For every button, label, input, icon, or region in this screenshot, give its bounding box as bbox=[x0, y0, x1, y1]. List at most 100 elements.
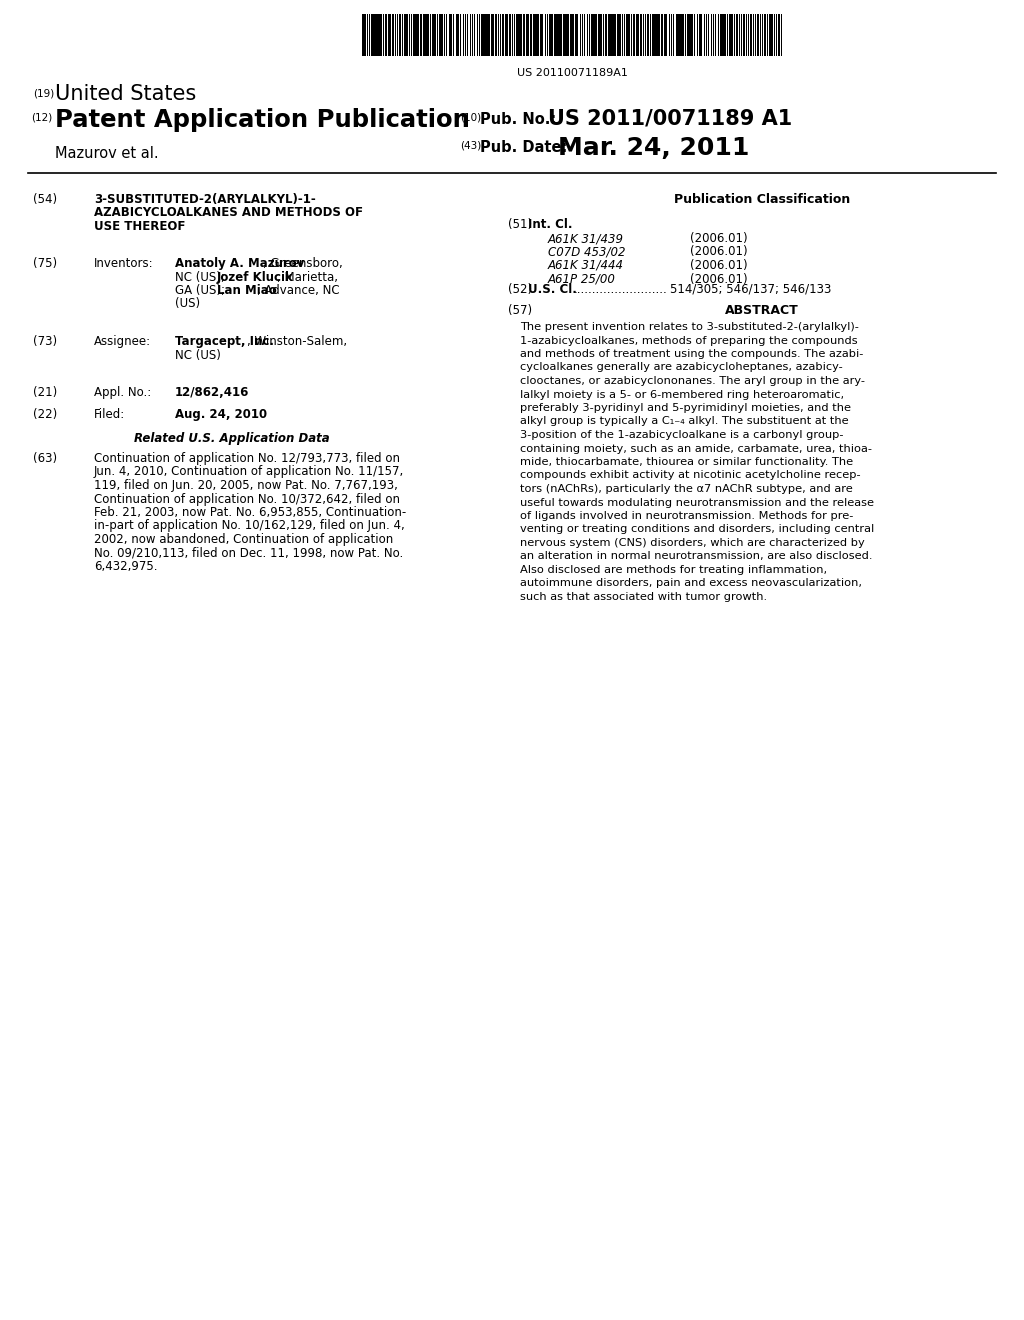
Bar bbox=[578, 15, 579, 55]
Text: cycloalkanes generally are azabicycloheptanes, azabicy-: cycloalkanes generally are azabicyclohep… bbox=[520, 363, 843, 372]
Text: (52): (52) bbox=[508, 282, 532, 296]
Bar bbox=[589, 15, 590, 55]
Bar bbox=[498, 15, 499, 55]
Bar bbox=[516, 15, 519, 55]
Bar bbox=[614, 15, 615, 55]
Text: Aug. 24, 2010: Aug. 24, 2010 bbox=[175, 408, 267, 421]
Bar bbox=[379, 15, 381, 55]
Bar bbox=[549, 15, 552, 55]
Text: (51): (51) bbox=[508, 218, 532, 231]
Bar bbox=[769, 15, 771, 55]
Text: an alteration in normal neurotransmission, are also disclosed.: an alteration in normal neurotransmissio… bbox=[520, 552, 872, 561]
Bar bbox=[362, 15, 365, 55]
Bar bbox=[561, 15, 562, 55]
Bar bbox=[525, 15, 528, 55]
Text: Mar. 24, 2011: Mar. 24, 2011 bbox=[558, 136, 750, 160]
Bar bbox=[454, 15, 455, 55]
Text: Filed:: Filed: bbox=[94, 408, 125, 421]
Text: USE THEREOF: USE THEREOF bbox=[94, 220, 185, 234]
Text: mide, thiocarbamate, thiourea or similar functionality. The: mide, thiocarbamate, thiourea or similar… bbox=[520, 457, 853, 467]
Bar bbox=[645, 15, 646, 55]
Bar bbox=[404, 15, 407, 55]
Bar bbox=[676, 15, 678, 55]
Bar bbox=[470, 15, 471, 55]
Bar bbox=[603, 15, 604, 55]
Bar bbox=[587, 15, 588, 55]
Text: lalkyl moiety is a 5- or 6-membered ring heteroaromatic,: lalkyl moiety is a 5- or 6-membered ring… bbox=[520, 389, 844, 400]
Bar bbox=[760, 15, 761, 55]
Text: (75): (75) bbox=[33, 257, 57, 271]
Bar bbox=[423, 15, 425, 55]
Bar bbox=[656, 15, 659, 55]
Text: US 20110071189A1: US 20110071189A1 bbox=[516, 69, 628, 78]
Bar bbox=[563, 15, 565, 55]
Text: , Advance, NC: , Advance, NC bbox=[257, 284, 340, 297]
Text: such as that associated with tumor growth.: such as that associated with tumor growt… bbox=[520, 591, 767, 602]
Text: , Winston-Salem,: , Winston-Salem, bbox=[247, 335, 347, 348]
Text: Anatoly A. Mazurov: Anatoly A. Mazurov bbox=[175, 257, 304, 271]
Bar bbox=[552, 15, 553, 55]
Bar bbox=[591, 15, 594, 55]
Text: 2002, now abandoned, Continuation of application: 2002, now abandoned, Continuation of app… bbox=[94, 533, 393, 546]
Bar bbox=[601, 15, 602, 55]
Bar bbox=[771, 15, 773, 55]
Bar bbox=[582, 15, 583, 55]
Bar bbox=[703, 15, 705, 55]
Text: (57): (57) bbox=[508, 304, 532, 317]
Bar bbox=[647, 15, 648, 55]
Bar bbox=[722, 15, 725, 55]
Text: useful towards modulating neurotransmission and the release: useful towards modulating neurotransmiss… bbox=[520, 498, 874, 507]
Bar bbox=[685, 15, 686, 55]
Bar bbox=[680, 15, 683, 55]
Text: 514/305; 546/137; 546/133: 514/305; 546/137; 546/133 bbox=[670, 282, 831, 296]
Text: (63): (63) bbox=[33, 451, 57, 465]
Text: Also disclosed are methods for treating inflammation,: Also disclosed are methods for treating … bbox=[520, 565, 827, 576]
Text: (2006.01): (2006.01) bbox=[690, 272, 748, 285]
Text: autoimmune disorders, pain and excess neovascularization,: autoimmune disorders, pain and excess ne… bbox=[520, 578, 862, 589]
Bar bbox=[776, 15, 777, 55]
Bar bbox=[636, 15, 638, 55]
Bar bbox=[479, 15, 480, 55]
Bar bbox=[662, 15, 663, 55]
Bar bbox=[392, 15, 393, 55]
Text: NC (US);: NC (US); bbox=[175, 271, 228, 284]
Bar bbox=[397, 15, 398, 55]
Bar bbox=[729, 15, 732, 55]
Bar bbox=[753, 15, 754, 55]
Bar bbox=[367, 15, 368, 55]
Text: (2006.01): (2006.01) bbox=[690, 232, 748, 246]
Bar bbox=[536, 15, 538, 55]
Text: 12/862,416: 12/862,416 bbox=[175, 385, 250, 399]
Bar bbox=[594, 15, 596, 55]
Text: (US): (US) bbox=[175, 297, 200, 310]
Bar bbox=[437, 15, 438, 55]
Text: (21): (21) bbox=[33, 385, 57, 399]
Text: Publication Classification: Publication Classification bbox=[674, 193, 850, 206]
Bar bbox=[481, 15, 483, 55]
Bar bbox=[540, 15, 542, 55]
Bar bbox=[652, 15, 654, 55]
Text: 1-azabicycloalkanes, methods of preparing the compounds: 1-azabicycloalkanes, methods of preparin… bbox=[520, 335, 858, 346]
Text: The present invention relates to 3-substituted-2-(arylalkyl)-: The present invention relates to 3-subst… bbox=[520, 322, 859, 333]
Text: tors (nAChRs), particularly the α7 nAChR subtype, and are: tors (nAChRs), particularly the α7 nAChR… bbox=[520, 484, 853, 494]
Text: preferably 3-pyridinyl and 5-pyrimidinyl moieties, and the: preferably 3-pyridinyl and 5-pyrimidinyl… bbox=[520, 403, 851, 413]
Text: venting or treating conditions and disorders, including central: venting or treating conditions and disor… bbox=[520, 524, 874, 535]
Text: A61K 31/439: A61K 31/439 bbox=[548, 232, 624, 246]
Bar bbox=[488, 15, 489, 55]
Bar bbox=[443, 15, 445, 55]
Bar bbox=[706, 15, 708, 55]
Text: Jozef Klucik: Jozef Klucik bbox=[217, 271, 294, 284]
Bar bbox=[736, 15, 737, 55]
Bar bbox=[671, 15, 672, 55]
Bar bbox=[401, 15, 402, 55]
Bar bbox=[530, 15, 531, 55]
Bar bbox=[493, 15, 495, 55]
Text: (2006.01): (2006.01) bbox=[690, 246, 748, 259]
Text: Assignee:: Assignee: bbox=[94, 335, 152, 348]
Bar bbox=[629, 15, 630, 55]
Bar bbox=[554, 15, 556, 55]
Bar bbox=[741, 15, 742, 55]
Text: NC (US): NC (US) bbox=[175, 348, 221, 362]
Text: (19): (19) bbox=[33, 88, 54, 98]
Bar bbox=[650, 15, 651, 55]
